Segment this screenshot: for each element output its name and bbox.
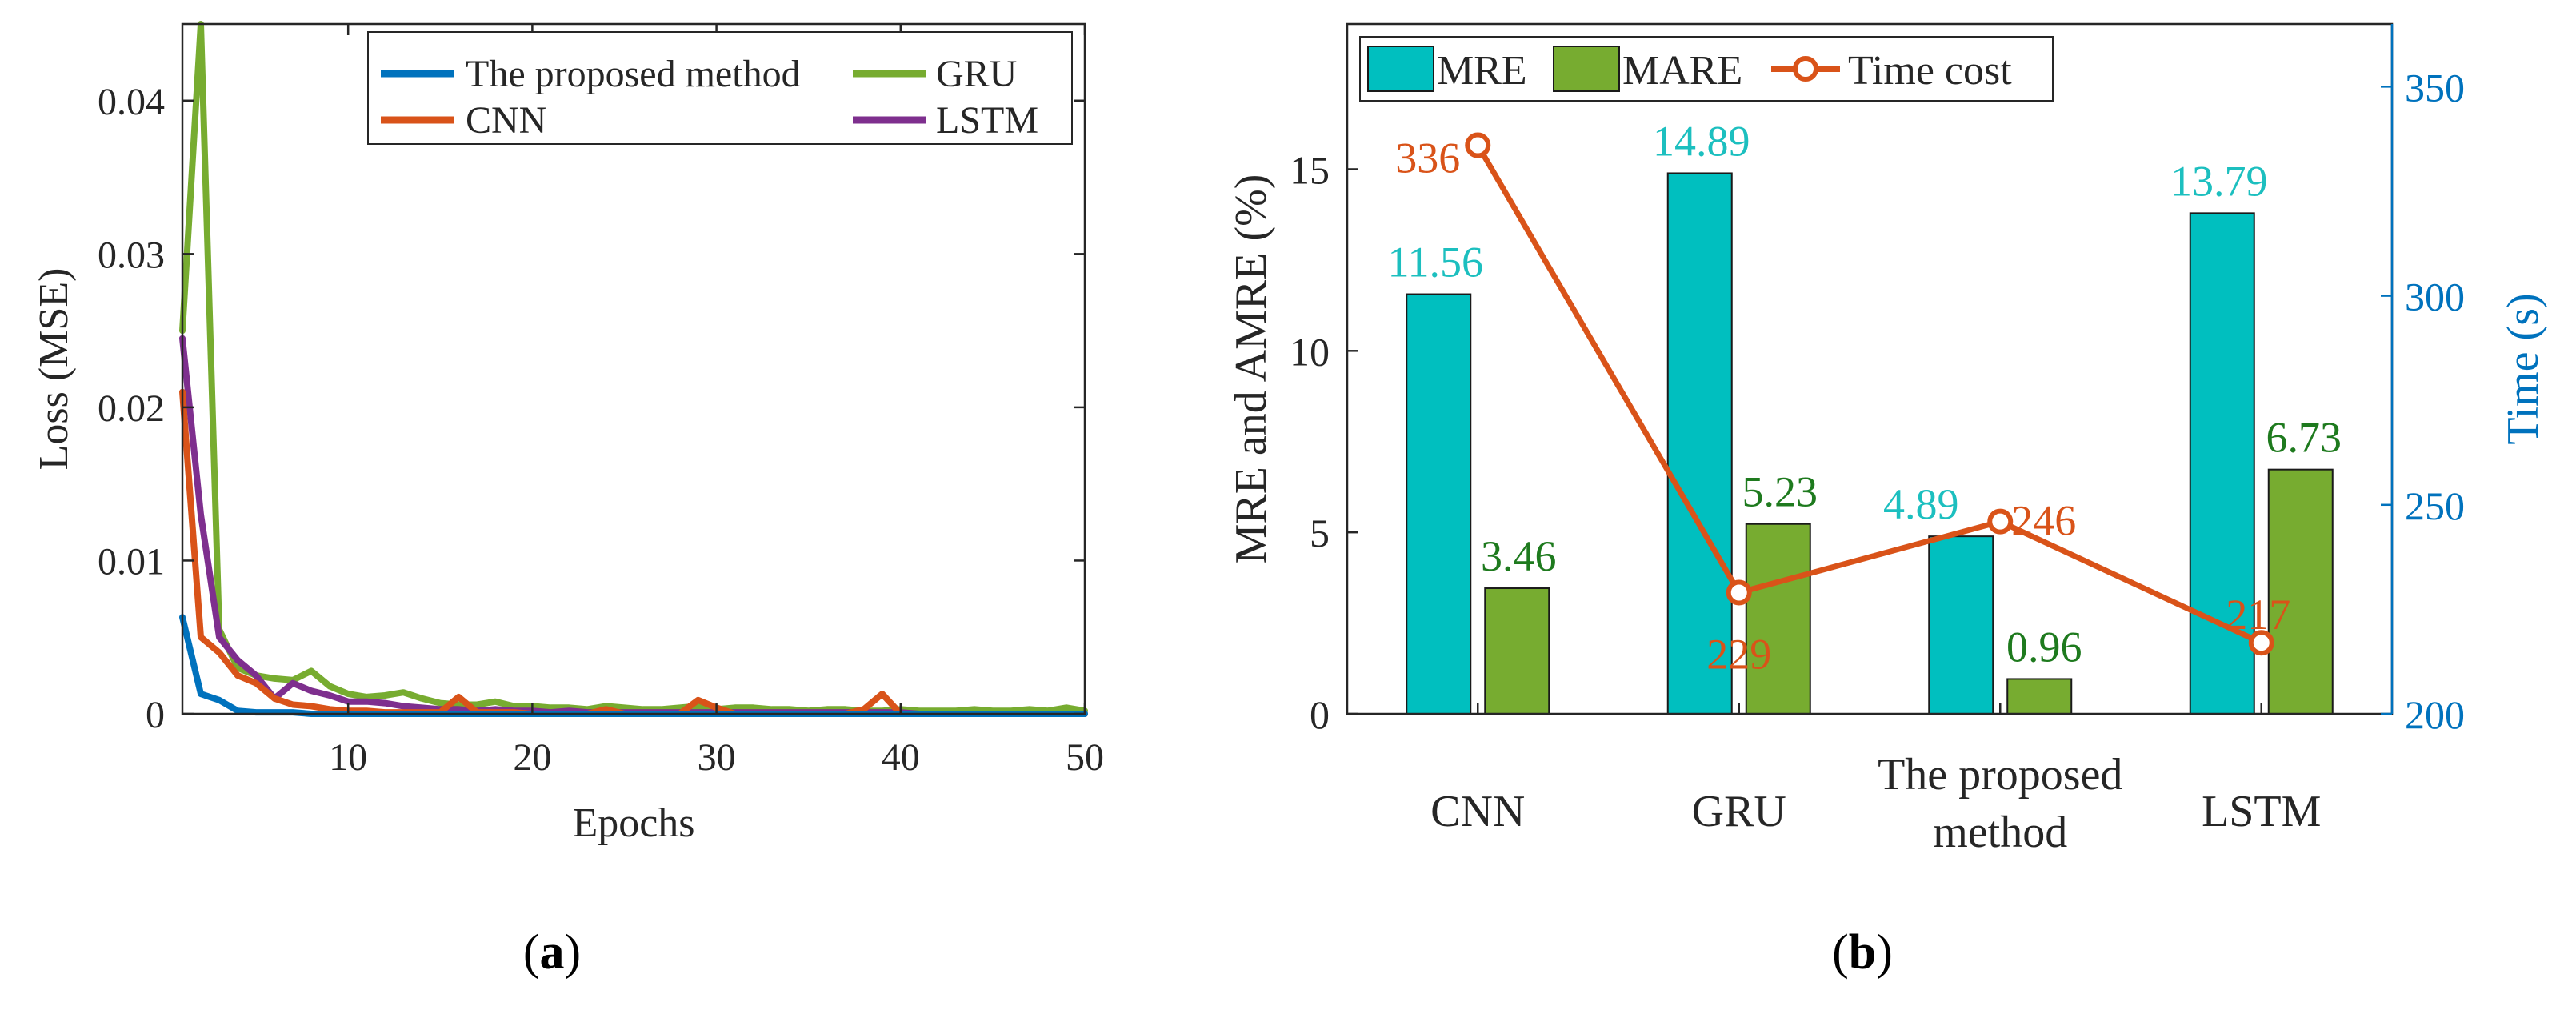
- x-tick-label: 50: [1066, 736, 1104, 779]
- legend-swatch-mre: [1367, 46, 1434, 92]
- data-label-mare-the-proposed-method: 0.96: [2006, 623, 2082, 671]
- chart-a: 10 20 30 40 50 0 0.01 0.02 0.03 0.04 Epochs Loss…: [31, 21, 1104, 980]
- x-category-label-gru: GRU: [1692, 787, 1786, 836]
- left-y-tick-label: 15: [1290, 147, 1330, 192]
- bar-mre-the-proposed-method: [1928, 535, 1994, 715]
- x-category-label-the-proposed-method-line-2: method: [1933, 808, 2067, 857]
- legend-label-proposed: The proposed method: [466, 53, 801, 95]
- panel-b-label: (b): [1832, 925, 1893, 980]
- chart-a-x-axis-label: Epochs: [572, 800, 694, 846]
- time-cost-marker-cnn: [1465, 132, 1491, 158]
- chart-b-x-category-labels: CNN GRU The proposed method LSTM: [1430, 703, 2321, 857]
- x-tick-label: 30: [698, 736, 736, 779]
- x-category-label-lstm: LSTM: [2202, 787, 2321, 836]
- bar-mre-cnn: [1406, 293, 1472, 715]
- chart-b-bars-group: [1406, 172, 2334, 715]
- chart-b-legend: MRE MARE Time cost: [1359, 36, 2054, 102]
- panel-b-label-letter: b: [1849, 925, 1876, 980]
- right-y-tick-label: 250: [2405, 483, 2465, 528]
- y-tick-label: 0.01: [98, 540, 165, 583]
- legend-label-lstm: LSTM: [936, 99, 1038, 142]
- x-category-label-cnn: CNN: [1430, 787, 1525, 836]
- legend-label-cnn: CNN: [466, 99, 546, 142]
- left-y-tick-label: 5: [1310, 511, 1330, 555]
- chart-a-legend: The proposed method GRU CNN LSTM: [367, 31, 1073, 145]
- chart-b-time-line-group: [1465, 132, 2274, 656]
- right-y-tick-label: 350: [2405, 65, 2465, 110]
- chart-b-left-y-ticks: 0 5 10 15: [1290, 147, 1358, 737]
- bar-mre-lstm: [2189, 212, 2255, 715]
- data-label-mre-lstm: 13.79: [2170, 157, 2268, 205]
- panel-a-label: (a): [523, 925, 581, 980]
- left-y-tick-label: 10: [1290, 329, 1330, 374]
- x-tick-label: 10: [329, 736, 367, 779]
- legend-label-gru: GRU: [936, 53, 1017, 95]
- data-label-time-cost-cnn: 336: [1395, 134, 1460, 182]
- time-cost-marker-gru: [1726, 579, 1752, 606]
- chart-a-x-ticks: 10 20 30 40 50: [329, 24, 1104, 779]
- time-cost-marker-lstm: [2248, 630, 2274, 656]
- data-label-mare-lstm: 6.73: [2266, 414, 2342, 462]
- bar-mare-the-proposed-method: [2006, 678, 2073, 715]
- legend-swatch-time-cost-marker: [1793, 56, 1818, 82]
- legend-swatch-mare: [1553, 46, 1620, 92]
- time-cost-marker-the-proposed-method: [1987, 508, 2014, 535]
- data-label-mre-the-proposed-method: 4.89: [1883, 480, 1959, 528]
- chart-a-axes-box: [181, 22, 1086, 715]
- chart-a-legend-box: [367, 31, 1073, 145]
- bar-mare-lstm: [2267, 468, 2334, 715]
- legend-label-mare: MARE: [1622, 48, 1742, 94]
- x-tick-label: 20: [513, 736, 551, 779]
- data-label-mare-gru: 5.23: [1742, 468, 1818, 516]
- right-y-tick-label: 200: [2405, 692, 2465, 737]
- chart-b-right-y-ticks: 200 250 300 350: [2381, 65, 2465, 737]
- data-label-mre-cnn: 11.56: [1388, 238, 1484, 287]
- chart-b-legend-box: [1359, 36, 2054, 102]
- y-tick-label: 0.02: [98, 387, 165, 430]
- y-tick-label: 0.04: [98, 81, 165, 123]
- chart-b-left-y-axis-label: MRE and AMRE (%): [1226, 174, 1276, 564]
- data-label-time-cost-lstm: 217: [2226, 591, 2290, 639]
- chart-a-y-ticks: 0 0.01 0.02 0.03 0.04: [98, 81, 1085, 736]
- right-y-tick-label: 300: [2405, 275, 2465, 319]
- legend-label-mre: MRE: [1437, 48, 1527, 94]
- left-y-tick-label: 0: [1310, 692, 1330, 737]
- legend-label-time-cost: Time cost: [1848, 48, 2012, 94]
- bar-mare-gru: [1745, 523, 1811, 715]
- chart-b: 11.56 3.46 14.89 5.23 4.89 0.96 13.79 6.73 336 22…: [1226, 22, 2548, 980]
- data-label-time-cost-the-proposed-method: 246: [2011, 497, 2076, 545]
- chart-b-data-labels-group: 11.56 3.46 14.89 5.23 4.89 0.96 13.79 6.73 336 22…: [1388, 117, 2342, 678]
- y-tick-label: 0: [146, 694, 165, 736]
- bar-mare-cnn: [1484, 587, 1550, 715]
- x-tick-label: 40: [882, 736, 920, 779]
- panel-a-label-letter: a: [540, 925, 565, 980]
- x-category-label-the-proposed-method-line-1: The proposed: [1878, 750, 2122, 800]
- chart-a-y-axis-label: Loss (MSE): [31, 268, 77, 471]
- y-tick-label: 0.03: [98, 234, 165, 276]
- series-line-time-cost: [1475, 143, 2263, 646]
- data-label-mre-gru: 14.89: [1653, 117, 1750, 165]
- data-label-time-cost-gru: 229: [1706, 630, 1771, 678]
- data-label-mare-cnn: 3.46: [1481, 532, 1557, 580]
- chart-b-right-y-axis-label: Time (s): [2498, 293, 2548, 444]
